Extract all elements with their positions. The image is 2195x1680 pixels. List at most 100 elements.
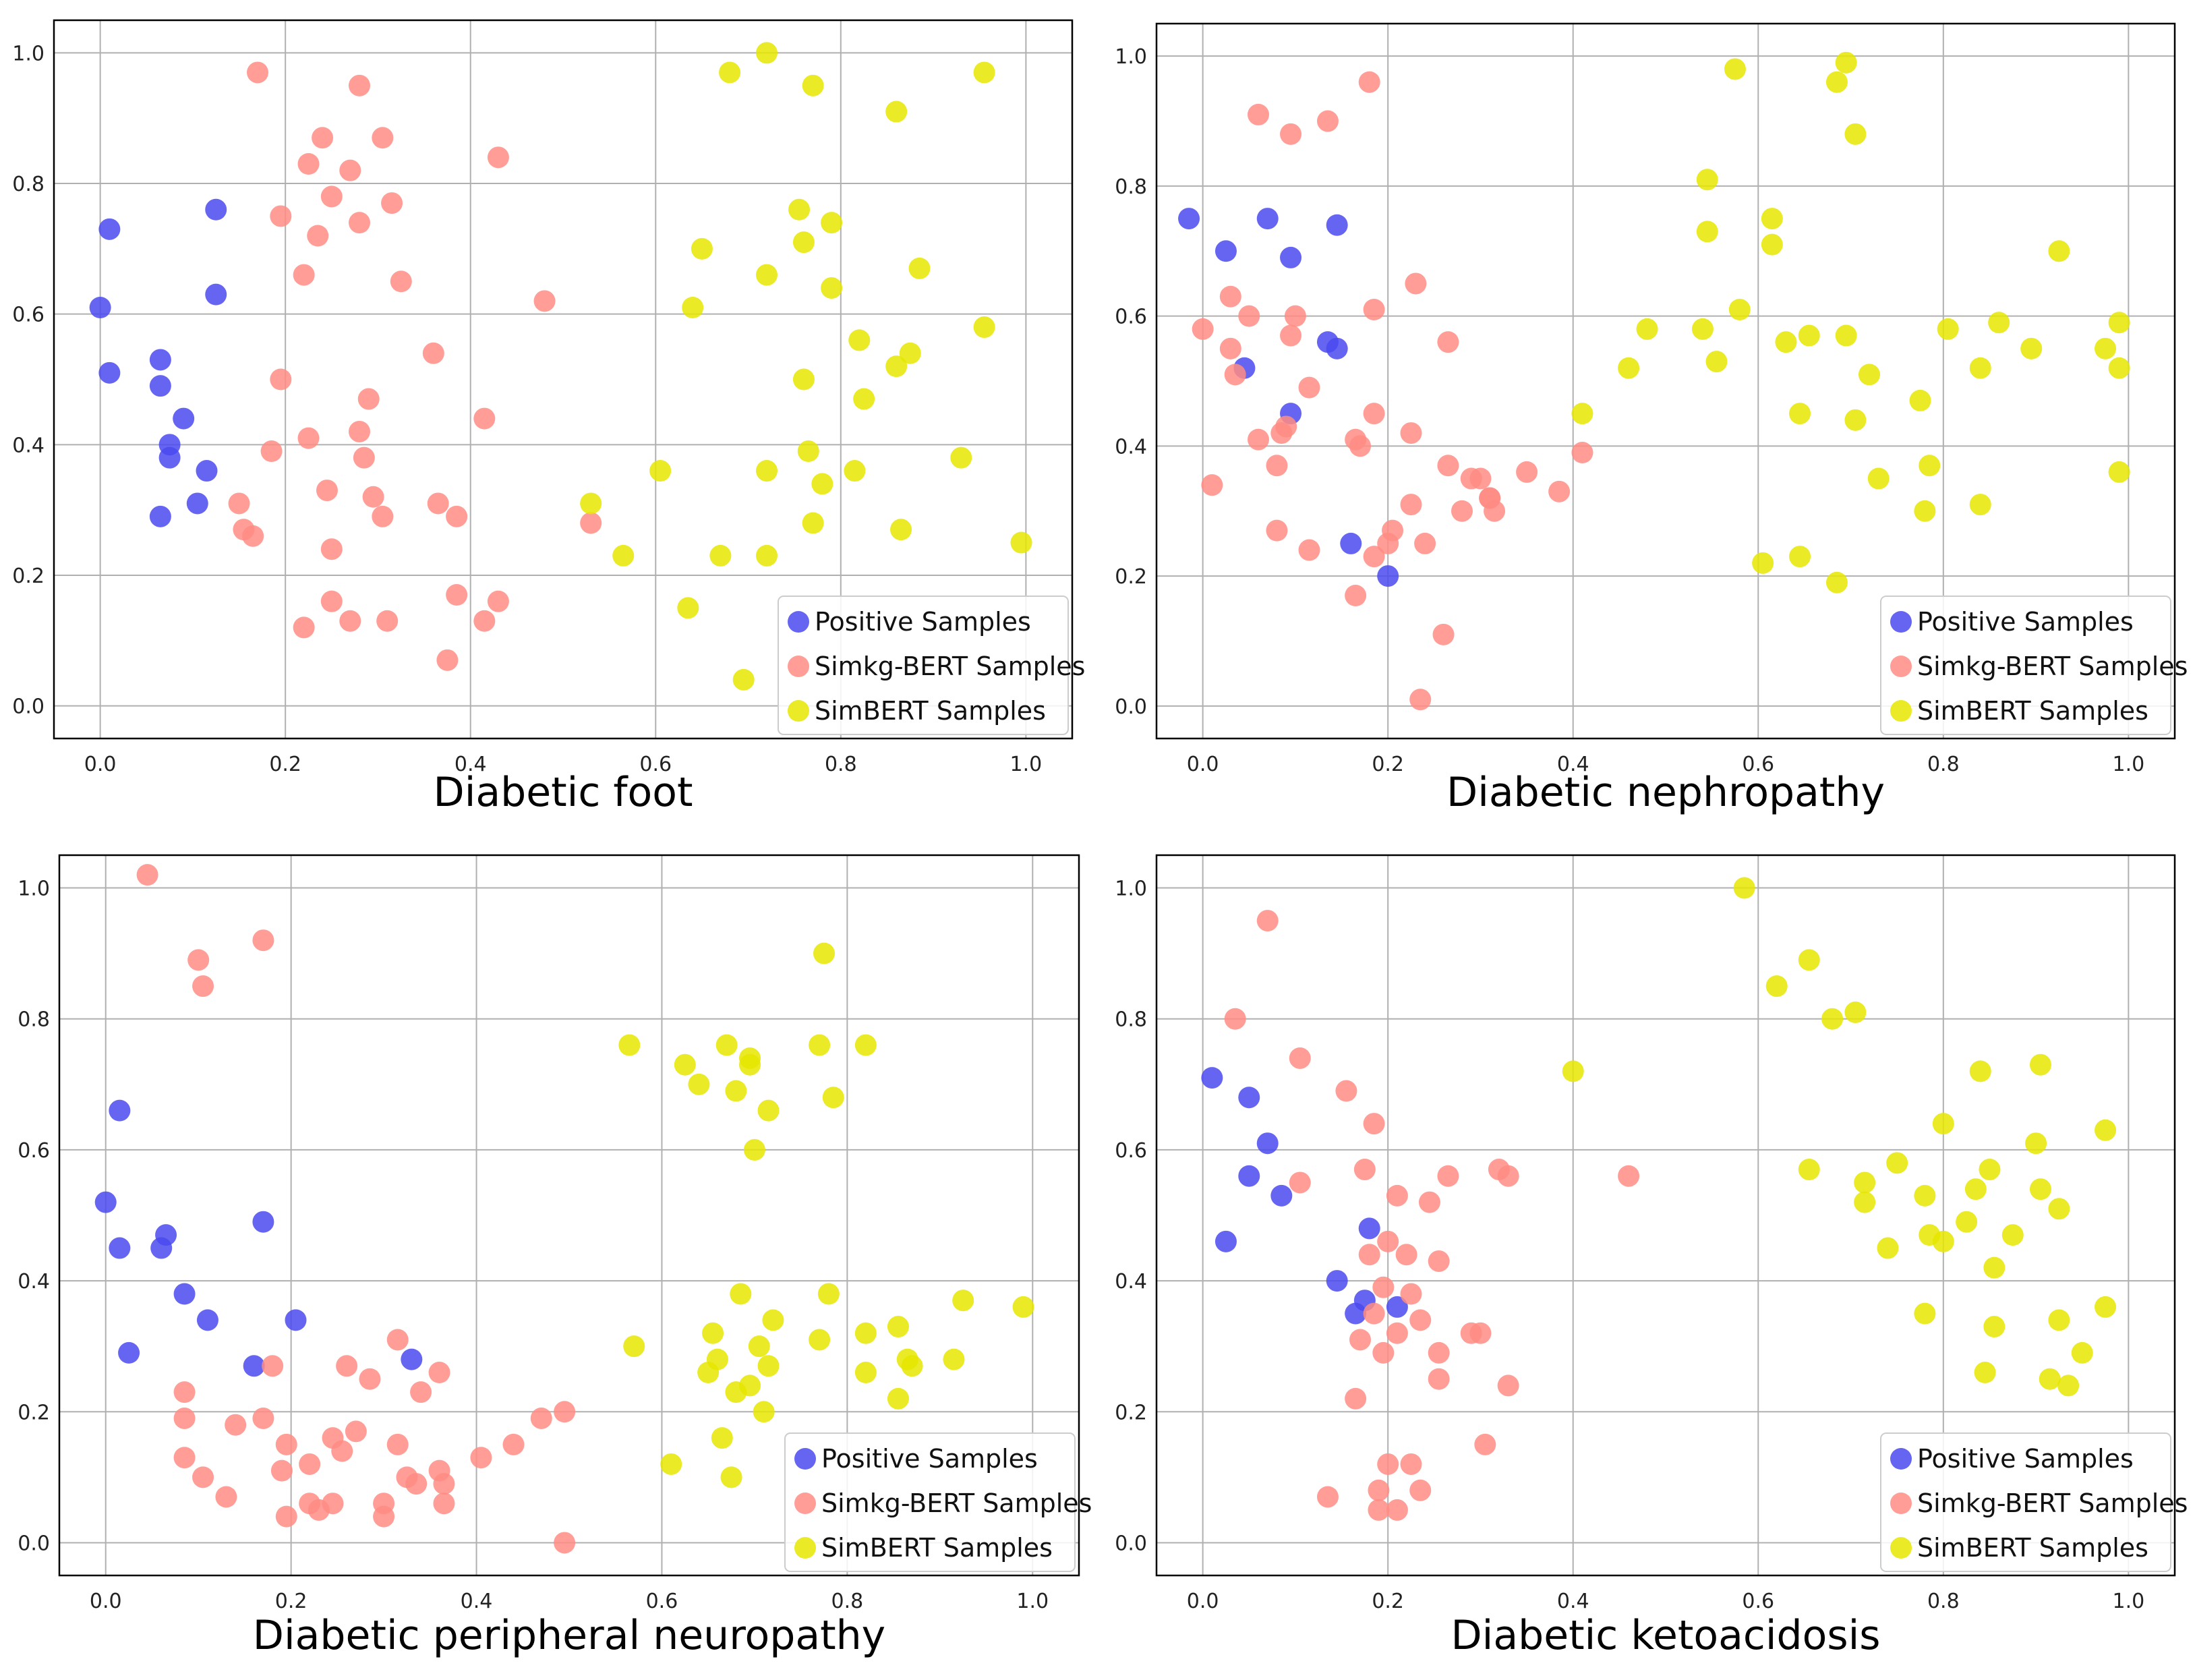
series-simbert-samples bbox=[580, 42, 1032, 691]
data-point bbox=[362, 486, 384, 508]
data-point bbox=[1821, 1008, 1844, 1030]
data-point bbox=[1326, 214, 1348, 236]
data-point bbox=[720, 1466, 742, 1488]
data-point bbox=[1345, 1302, 1367, 1325]
data-point bbox=[1201, 1067, 1223, 1089]
data-point bbox=[709, 544, 732, 567]
y-tick-label: 0.2 bbox=[1115, 565, 1147, 589]
data-point bbox=[757, 1355, 780, 1377]
panel-diabetic-nephropathy: 0.0 0.2 0.4 0.6 0.8 1.0 0.0 0.2 0.4 0.6 0.8 1.0 Posi… bbox=[1115, 22, 2188, 816]
data-point bbox=[1386, 1322, 1408, 1344]
data-point bbox=[1280, 123, 1302, 145]
data-point bbox=[205, 283, 227, 306]
series-simkg-bert-samples bbox=[228, 61, 602, 671]
data-point bbox=[1353, 1159, 1376, 1181]
legend: Positive Samples Simkg-BERT Samples SimBER… bbox=[778, 596, 1085, 735]
data-point bbox=[173, 407, 195, 430]
legend-marker bbox=[1890, 1537, 1912, 1559]
data-point bbox=[739, 1053, 761, 1076]
data-point bbox=[677, 597, 699, 619]
legend-marker bbox=[1890, 1493, 1912, 1514]
data-point bbox=[331, 1440, 353, 1462]
legend-box bbox=[1880, 1432, 2171, 1572]
data-point bbox=[756, 42, 778, 64]
data-point bbox=[1618, 1165, 1640, 1187]
data-point bbox=[788, 198, 811, 221]
data-point bbox=[2095, 1119, 2117, 1141]
data-point bbox=[405, 1473, 428, 1495]
data-point bbox=[1469, 467, 1492, 490]
data-point bbox=[1562, 1060, 1584, 1082]
data-point bbox=[887, 1316, 909, 1338]
data-point bbox=[1284, 305, 1306, 327]
data-point bbox=[1409, 689, 1432, 711]
data-point bbox=[275, 1505, 297, 1528]
data-point bbox=[1349, 1329, 1371, 1351]
data-point bbox=[554, 1532, 576, 1554]
data-point bbox=[1238, 1087, 1260, 1109]
chart-title: Diabetic peripheral neuropathy bbox=[253, 1612, 885, 1659]
data-point bbox=[822, 1087, 844, 1109]
legend-label: Positive Samples bbox=[821, 1444, 1038, 1474]
legend-marker bbox=[788, 700, 809, 722]
data-point bbox=[349, 212, 370, 234]
x-tick-label: 1.0 bbox=[1010, 753, 1043, 776]
data-point bbox=[322, 1493, 344, 1515]
data-point bbox=[660, 1453, 682, 1475]
data-point bbox=[623, 1335, 645, 1358]
data-point bbox=[1516, 461, 1538, 483]
x-tick-label: 0.2 bbox=[1372, 753, 1404, 776]
data-point bbox=[1789, 403, 1811, 425]
data-point bbox=[109, 1237, 131, 1259]
data-point bbox=[1358, 1244, 1380, 1266]
data-point bbox=[896, 1348, 918, 1370]
data-point bbox=[386, 1433, 409, 1455]
data-point bbox=[1877, 1237, 1899, 1259]
data-point bbox=[533, 290, 556, 312]
x-tick-label: 0.0 bbox=[1187, 753, 1219, 776]
x-tick-label: 0.8 bbox=[825, 753, 857, 776]
data-point bbox=[381, 192, 403, 214]
x-tick-label: 0.4 bbox=[1557, 753, 1589, 776]
data-point bbox=[1428, 1250, 1450, 1272]
legend-marker bbox=[794, 1448, 816, 1470]
x-tick-label: 0.6 bbox=[1742, 753, 1774, 776]
data-point bbox=[1400, 422, 1422, 444]
data-point bbox=[1280, 246, 1302, 268]
data-point bbox=[1266, 519, 1288, 542]
data-point bbox=[757, 1099, 780, 1122]
data-point bbox=[1256, 1132, 1279, 1155]
data-point bbox=[270, 1459, 293, 1482]
data-point bbox=[94, 1191, 117, 1213]
data-point bbox=[848, 329, 871, 351]
data-point bbox=[1386, 1499, 1408, 1521]
y-tick-label: 0.0 bbox=[1115, 695, 1147, 719]
data-point bbox=[252, 1407, 274, 1429]
data-point bbox=[1798, 949, 1820, 971]
data-point bbox=[854, 1322, 877, 1344]
series-positive-samples bbox=[1201, 1067, 1408, 1325]
data-point bbox=[1969, 1060, 1991, 1082]
data-point bbox=[797, 440, 819, 462]
data-point bbox=[1400, 1453, 1422, 1475]
data-point bbox=[2057, 1374, 2080, 1397]
data-point bbox=[1914, 1184, 1936, 1207]
legend-label: Positive Samples bbox=[1917, 607, 2134, 637]
y-tick-label: 1.0 bbox=[12, 42, 45, 65]
data-point bbox=[530, 1407, 552, 1429]
x-tick-label: 0.4 bbox=[455, 753, 487, 776]
data-point bbox=[98, 218, 121, 240]
data-point bbox=[1983, 1316, 2006, 1338]
data-point bbox=[2108, 461, 2130, 483]
data-point bbox=[580, 492, 602, 515]
data-point bbox=[950, 446, 972, 469]
data-point bbox=[854, 1034, 877, 1056]
data-point bbox=[410, 1381, 432, 1403]
data-point bbox=[1969, 494, 1991, 516]
data-point bbox=[359, 1368, 381, 1390]
y-tick-label: 0.6 bbox=[1115, 1139, 1147, 1163]
data-point bbox=[1761, 233, 1783, 256]
x-tick-label: 0.4 bbox=[1557, 1590, 1589, 1613]
y-tick-label: 0.2 bbox=[12, 564, 45, 588]
